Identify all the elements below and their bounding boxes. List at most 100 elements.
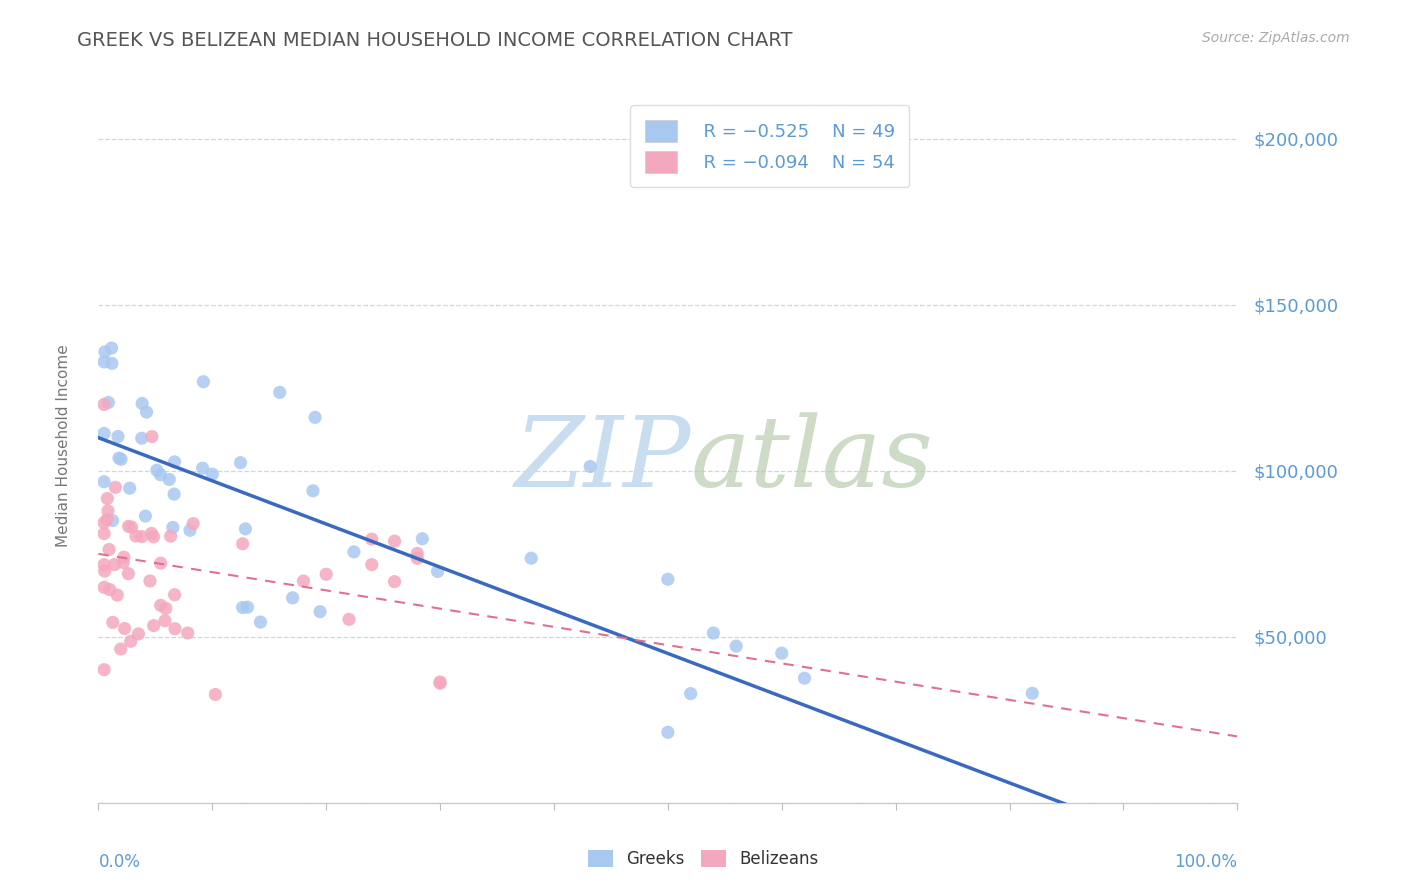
Point	[101, 514, 124, 528]
Point	[159, 529, 181, 543]
Point	[149, 467, 172, 482]
Point	[229, 456, 252, 470]
Point	[103, 558, 125, 572]
Text: GREEK VS BELIZEAN MEDIAN HOUSEHOLD INCOME CORRELATION CHART: GREEK VS BELIZEAN MEDIAN HOUSEHOLD INCOM…	[77, 31, 793, 50]
Point	[520, 551, 543, 566]
Point	[269, 385, 291, 400]
Point	[411, 532, 433, 546]
Text: ZIP: ZIP	[515, 413, 690, 508]
Point	[107, 429, 129, 443]
Point	[163, 588, 186, 602]
Point	[117, 566, 139, 581]
Point	[177, 626, 200, 640]
Point	[105, 588, 128, 602]
Point	[93, 516, 115, 530]
Point	[93, 355, 115, 369]
Point	[337, 612, 360, 626]
Point	[101, 356, 124, 370]
Point	[657, 572, 679, 586]
Point	[360, 532, 382, 546]
Point	[94, 344, 117, 359]
Point	[98, 582, 121, 597]
Point	[149, 599, 172, 613]
Point	[120, 520, 142, 534]
Point	[302, 483, 325, 498]
Point	[96, 491, 118, 506]
Point	[429, 676, 451, 690]
Point	[93, 475, 115, 489]
Point	[157, 473, 180, 487]
Point	[360, 558, 382, 572]
Point	[406, 551, 429, 566]
Point	[1021, 686, 1043, 700]
Point	[93, 397, 115, 411]
Point	[101, 615, 124, 630]
Point	[131, 530, 153, 544]
Point	[204, 688, 226, 702]
Legend:   R = −0.525    N = 49,   R = −0.094    N = 54: R = −0.525 N = 49, R = −0.094 N = 54	[630, 105, 910, 187]
Point	[162, 520, 184, 534]
Point	[163, 622, 186, 636]
Point	[153, 614, 176, 628]
Point	[201, 467, 224, 482]
Point	[142, 618, 165, 632]
Point	[725, 639, 748, 653]
Point	[131, 431, 153, 445]
Point	[579, 459, 602, 474]
Point	[112, 556, 135, 570]
Point	[93, 526, 115, 541]
Point	[292, 574, 315, 588]
Point	[163, 487, 186, 501]
Point	[281, 591, 304, 605]
Point	[98, 542, 121, 557]
Point	[141, 429, 163, 443]
Point	[141, 526, 163, 541]
Point	[179, 523, 201, 537]
Point	[135, 405, 157, 419]
Point	[110, 642, 132, 657]
Point	[110, 452, 132, 467]
Point	[114, 622, 136, 636]
Point	[97, 504, 120, 518]
Point	[309, 605, 332, 619]
Point	[231, 600, 253, 615]
Point	[142, 530, 165, 544]
Point	[100, 341, 122, 355]
Point	[93, 663, 115, 677]
Point	[236, 600, 259, 615]
Point	[139, 574, 162, 588]
Point	[702, 626, 724, 640]
Point	[93, 580, 115, 594]
Point	[343, 545, 366, 559]
Point	[793, 671, 815, 685]
Point	[384, 534, 406, 549]
Point	[127, 627, 149, 641]
Point	[155, 601, 177, 615]
Point	[315, 567, 337, 582]
Point	[429, 675, 451, 690]
Point	[104, 480, 127, 494]
Point	[96, 513, 118, 527]
Point	[134, 509, 156, 524]
Text: atlas: atlas	[690, 413, 934, 508]
Text: 0.0%: 0.0%	[98, 853, 141, 871]
Text: 100.0%: 100.0%	[1174, 853, 1237, 871]
Point	[146, 463, 169, 477]
Point	[97, 395, 120, 409]
Point	[112, 550, 135, 565]
Point	[426, 565, 449, 579]
Point	[770, 646, 793, 660]
Point	[120, 634, 142, 648]
Point	[118, 481, 141, 495]
Point	[249, 615, 271, 629]
Point	[117, 519, 139, 533]
Point	[93, 558, 115, 572]
Point	[125, 529, 148, 543]
Text: Source: ZipAtlas.com: Source: ZipAtlas.com	[1202, 31, 1350, 45]
Point	[93, 426, 115, 441]
Point	[657, 725, 679, 739]
Point	[679, 687, 702, 701]
Legend: Greeks, Belizeans: Greeks, Belizeans	[581, 843, 825, 875]
Point	[193, 375, 215, 389]
Text: Median Household Income: Median Household Income	[56, 344, 70, 548]
